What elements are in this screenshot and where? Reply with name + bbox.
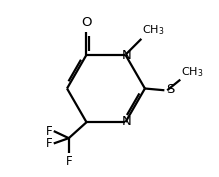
Text: S: S <box>166 83 174 96</box>
Text: O: O <box>81 16 92 28</box>
Text: F: F <box>46 125 52 138</box>
Text: F: F <box>65 155 72 168</box>
Text: N: N <box>122 49 131 62</box>
Text: CH$_3$: CH$_3$ <box>181 65 204 79</box>
Text: F: F <box>46 137 52 150</box>
Text: CH$_3$: CH$_3$ <box>142 23 165 37</box>
Text: N: N <box>122 115 131 128</box>
